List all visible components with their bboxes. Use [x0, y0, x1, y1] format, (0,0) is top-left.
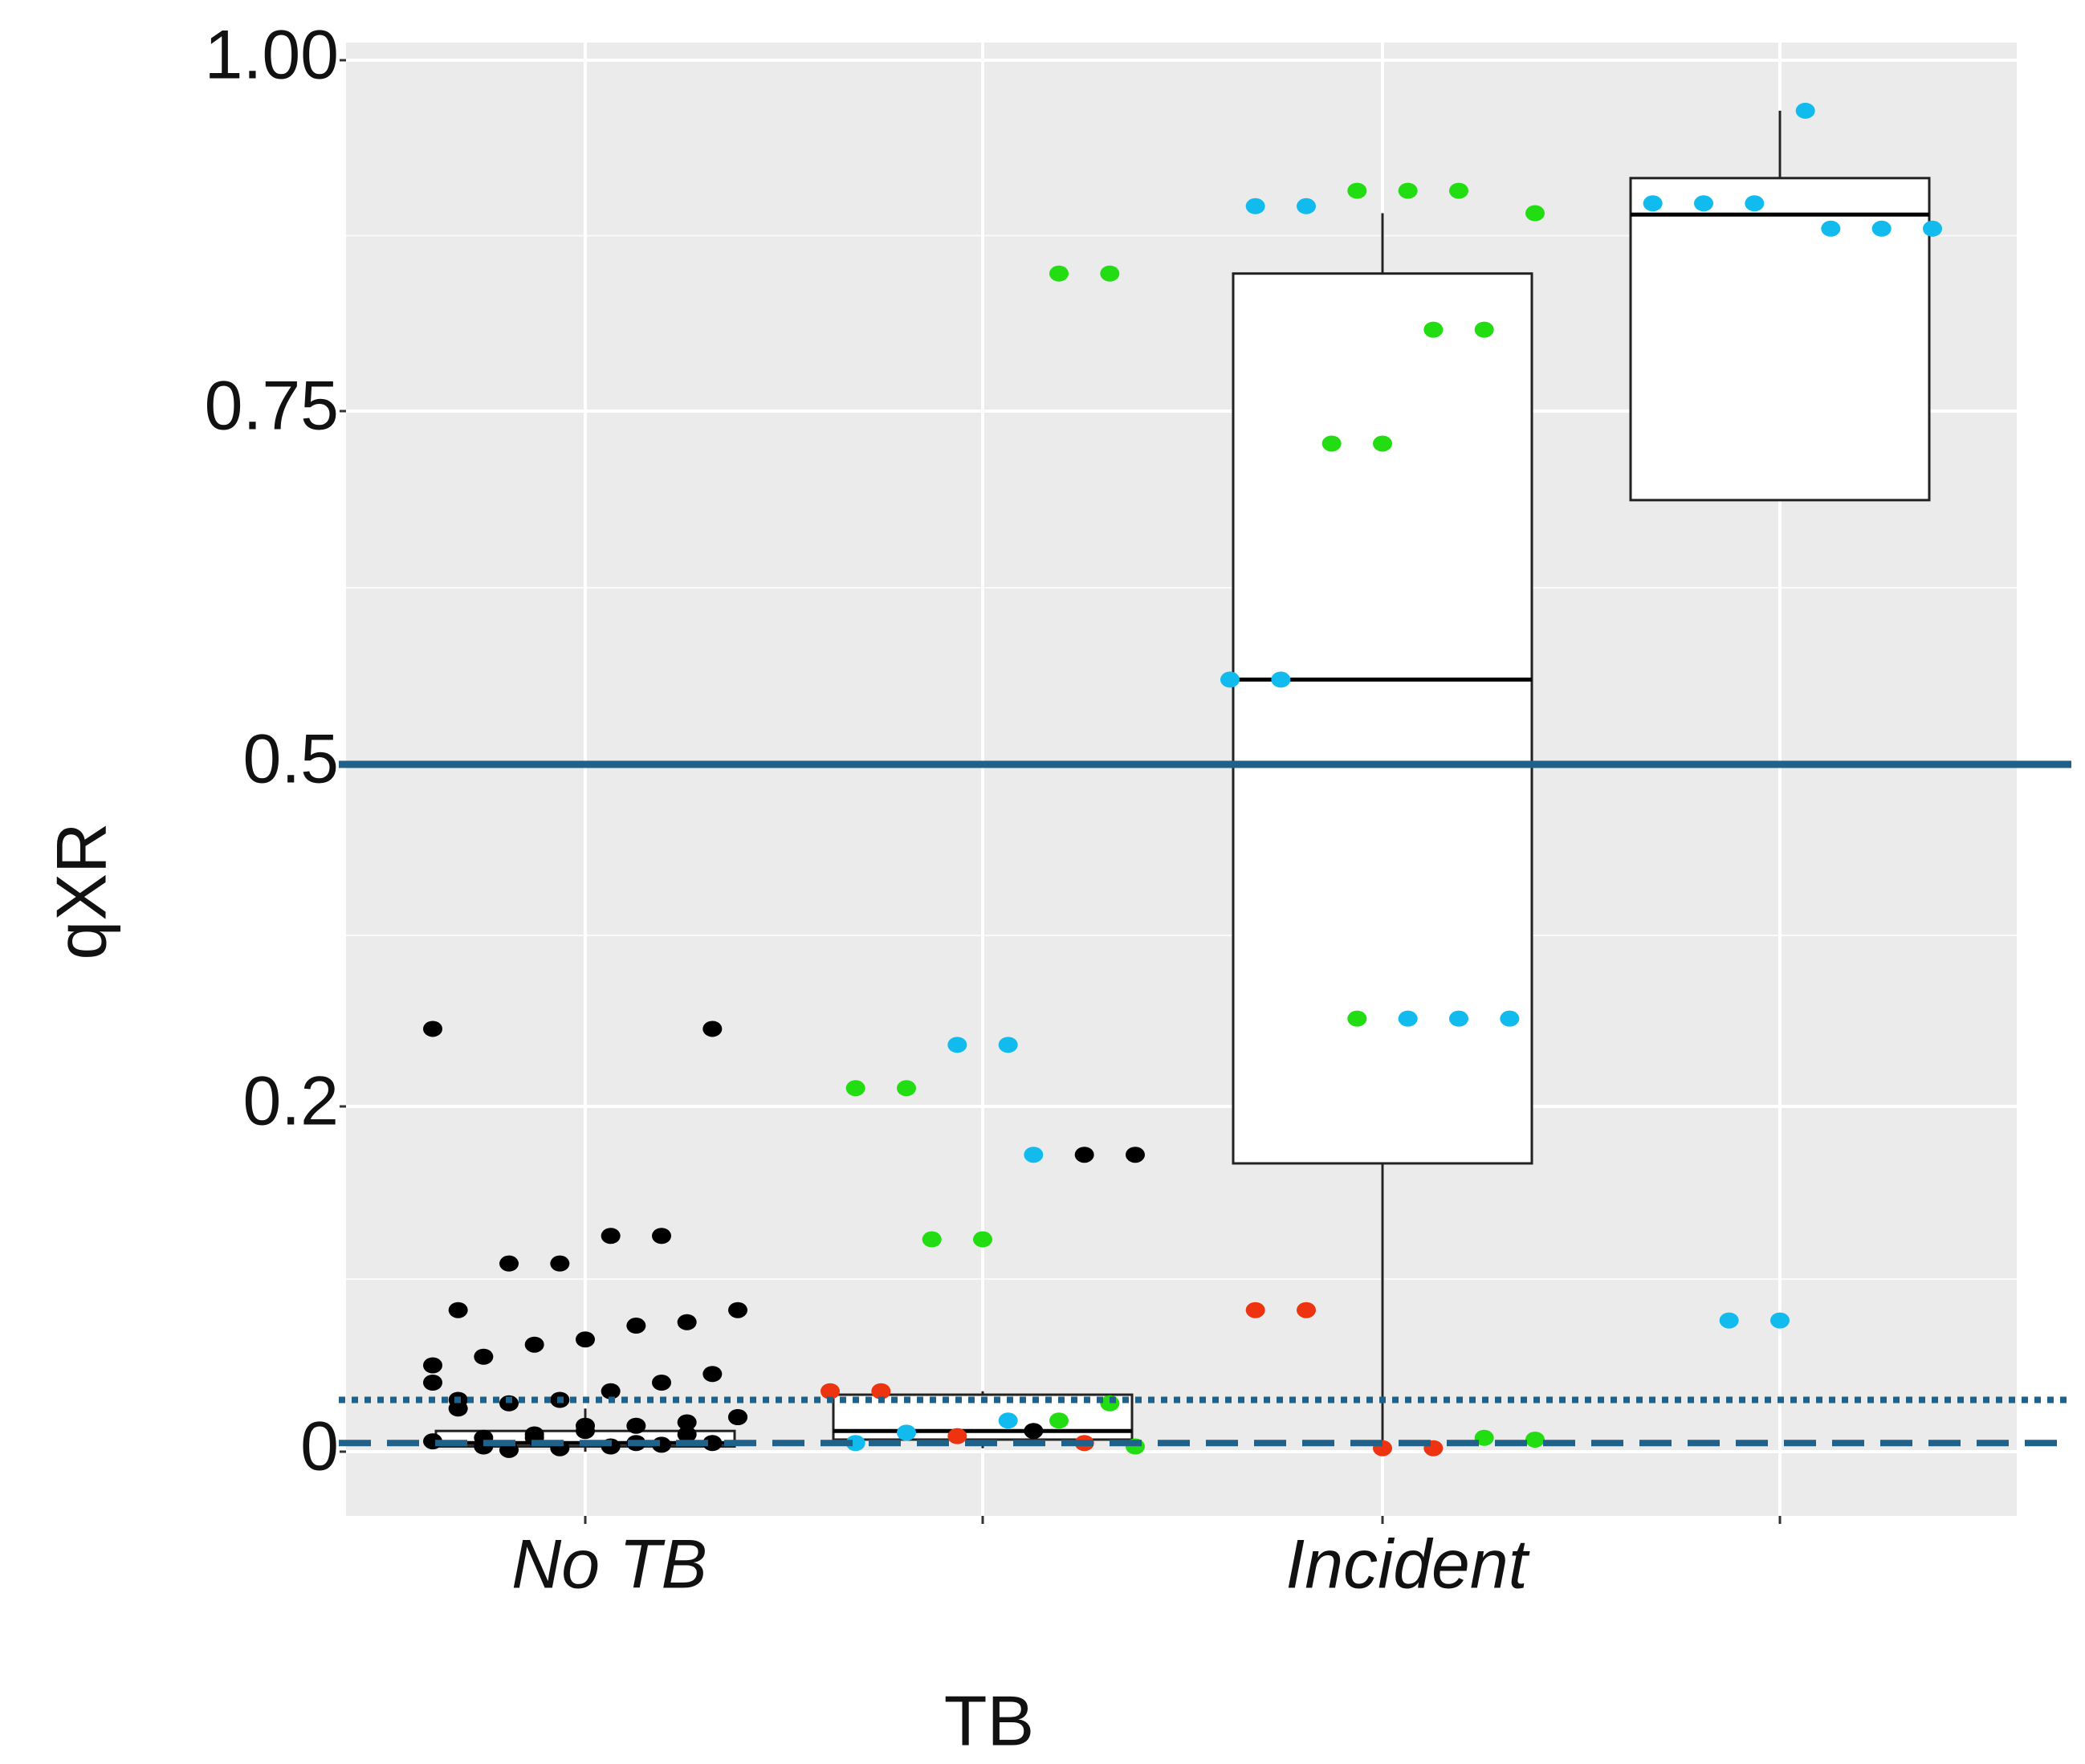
point: [448, 1302, 468, 1318]
point: [947, 1428, 967, 1444]
y-tick-label: 1.00: [205, 17, 339, 94]
point: [550, 1255, 570, 1272]
point: [1049, 1412, 1069, 1429]
point: [652, 1375, 671, 1391]
point: [1821, 220, 1841, 237]
y-tick-label: 0.75: [205, 368, 339, 445]
point: [1024, 1423, 1044, 1440]
point: [677, 1414, 697, 1431]
point: [576, 1417, 595, 1434]
point: [702, 1366, 723, 1383]
point: [677, 1426, 697, 1443]
point: [1449, 182, 1468, 199]
point: [1220, 671, 1240, 688]
point: [1347, 182, 1367, 199]
point: [1923, 220, 1942, 237]
point: [1525, 205, 1545, 222]
point: [897, 1424, 916, 1441]
point: [1643, 195, 1663, 212]
point: [702, 1021, 723, 1037]
point: [1745, 195, 1765, 212]
point: [1500, 1010, 1520, 1027]
box: [1232, 272, 1533, 1165]
point: [626, 1318, 646, 1334]
x-axis-title: TB: [944, 1680, 1034, 1760]
y-tick-label: 0.2: [242, 1063, 339, 1140]
point: [499, 1395, 519, 1412]
point: [947, 1037, 967, 1053]
point: [1871, 220, 1892, 237]
point: [1024, 1147, 1044, 1163]
point: [1373, 435, 1392, 452]
point: [652, 1228, 671, 1245]
point: [1245, 1302, 1265, 1318]
point: [1398, 182, 1418, 199]
point: [1694, 195, 1713, 212]
point: [1245, 198, 1265, 214]
point: [1321, 435, 1342, 452]
point: [1100, 265, 1120, 282]
point: [524, 1336, 544, 1353]
point: [1770, 1312, 1790, 1329]
point: [845, 1080, 865, 1097]
point: [626, 1417, 646, 1434]
point: [1126, 1147, 1145, 1163]
point: [601, 1228, 621, 1245]
point: [423, 1357, 442, 1374]
y-axis-title: qXR: [41, 822, 120, 959]
point: [1347, 1010, 1367, 1027]
point: [474, 1348, 494, 1365]
point: [1449, 1010, 1468, 1027]
point: [1525, 1431, 1545, 1448]
point: [1297, 198, 1316, 214]
point: [1049, 265, 1069, 282]
point: [423, 1375, 442, 1391]
point: [1398, 1010, 1418, 1027]
point: [499, 1255, 519, 1272]
point: [845, 1435, 865, 1452]
point: [998, 1037, 1018, 1053]
point: [1074, 1147, 1094, 1163]
point: [871, 1383, 891, 1399]
point: [576, 1331, 595, 1348]
point: [1474, 321, 1494, 338]
point: [728, 1409, 747, 1425]
point: [922, 1231, 942, 1248]
y-tick-label: 0: [300, 1408, 339, 1485]
point: [728, 1302, 747, 1318]
point: [1297, 1302, 1316, 1318]
point: [998, 1412, 1018, 1429]
x-tick-label: Incident: [1285, 1526, 1529, 1603]
point: [1474, 1429, 1494, 1446]
x-tick-label: No TB: [511, 1526, 707, 1603]
point: [897, 1080, 916, 1097]
point: [973, 1231, 992, 1248]
point: [702, 1435, 723, 1452]
y-tick-label: 0.5: [242, 721, 339, 798]
point: [1271, 671, 1291, 688]
point: [821, 1383, 840, 1399]
point: [1423, 321, 1444, 338]
point: [1795, 102, 1815, 119]
point: [677, 1314, 697, 1330]
point: [1719, 1312, 1739, 1329]
point: [423, 1021, 442, 1037]
point: [601, 1383, 621, 1399]
